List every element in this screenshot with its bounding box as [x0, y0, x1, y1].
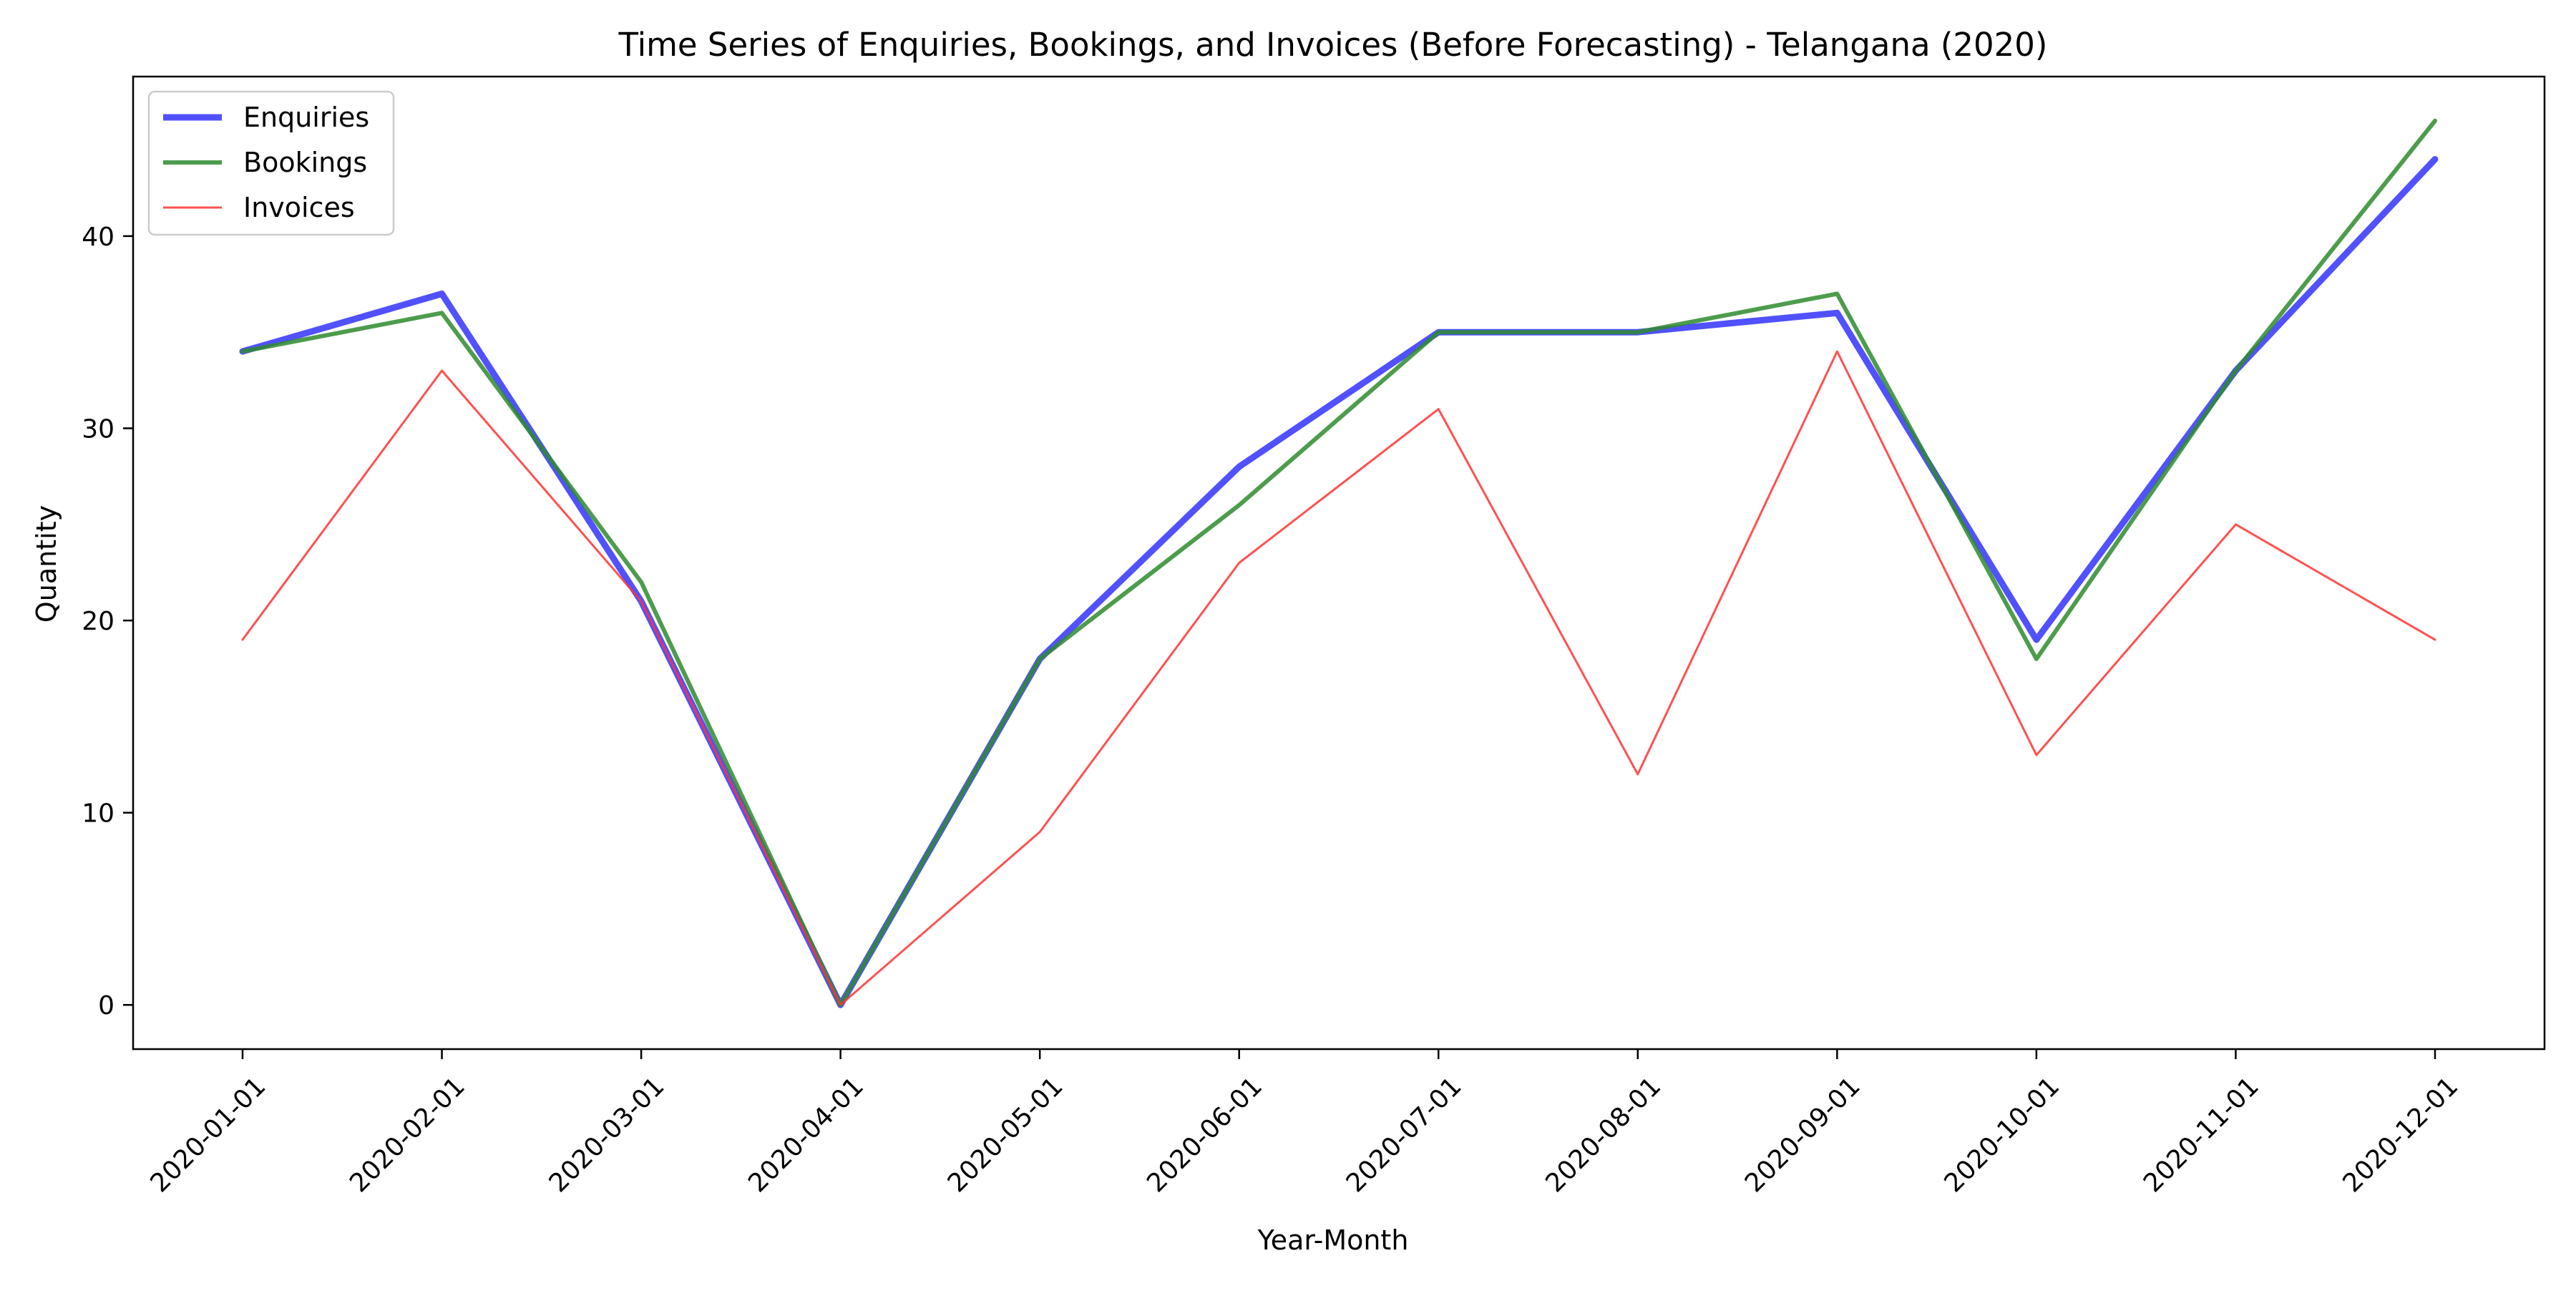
y-tick-label: 0 [98, 991, 114, 1020]
x-axis-ticks: 2020-01-01 2020-02-01 2020-03-01 2020-04-01… [145, 1049, 2464, 1198]
series-line-bookings [240, 118, 2437, 1008]
x-tick-label: 2020-06-01 [1141, 1071, 1268, 1198]
y-tick-label: 30 [82, 414, 114, 444]
legend-label-invoices: Invoices [243, 192, 355, 223]
series-line-invoices [241, 350, 2436, 1006]
x-tick-label: 2020-11-01 [2138, 1071, 2265, 1198]
y-tick-label: 40 [82, 223, 114, 252]
y-axis-ticks: 0 10 20 30 40 [82, 223, 133, 1020]
legend-label-bookings: Bookings [243, 147, 367, 178]
x-tick-label: 2020-03-01 [544, 1071, 670, 1198]
legend-label-enquiries: Enquiries [243, 102, 369, 133]
plot-frame [132, 75, 2546, 1051]
x-tick-label: 2020-02-01 [344, 1071, 471, 1198]
plot-lines [239, 118, 2439, 1008]
x-tick-label: 2020-05-01 [942, 1071, 1069, 1198]
legend: Enquiries Bookings Invoices [147, 90, 395, 236]
x-tick-label: 2020-08-01 [1540, 1071, 1667, 1198]
x-tick-label: 2020-12-01 [2338, 1071, 2464, 1198]
x-tick-label: 2020-10-01 [1938, 1071, 2065, 1198]
x-tick-label: 2020-04-01 [743, 1071, 869, 1198]
x-tick-label: 2020-07-01 [1341, 1071, 1468, 1198]
y-axis-label: Quantity [31, 505, 62, 623]
y-tick-label: 20 [82, 607, 114, 636]
x-axis-label: Year-Month [1257, 1224, 1409, 1256]
y-tick-label: 10 [82, 799, 114, 829]
x-tick-label: 2020-09-01 [1740, 1071, 1866, 1198]
series-line-enquiries [239, 156, 2439, 1008]
chart-title: Time Series of Enquiries, Bookings, and … [618, 26, 2047, 64]
x-tick-label: 2020-01-01 [145, 1071, 272, 1198]
legend-box [147, 90, 395, 236]
